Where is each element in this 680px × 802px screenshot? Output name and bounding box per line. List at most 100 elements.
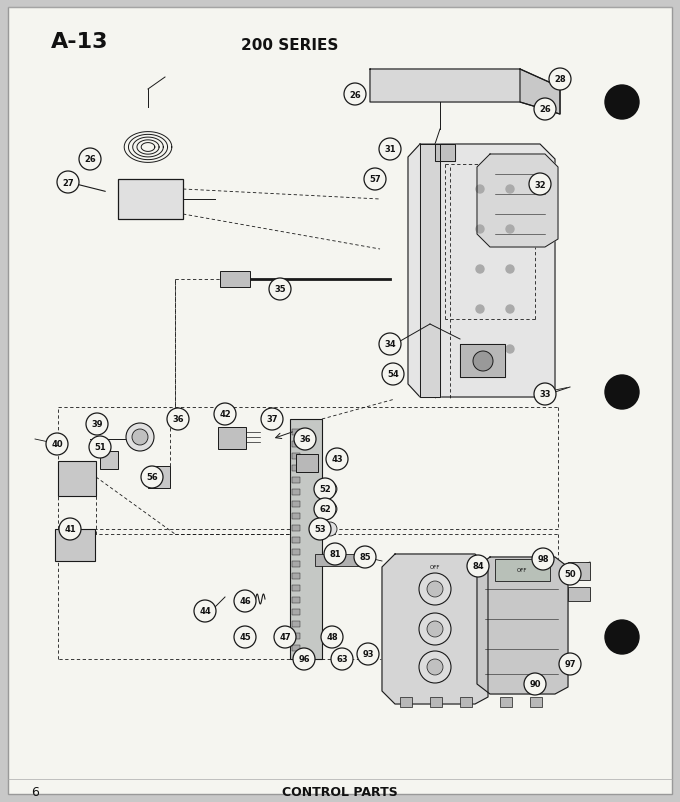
Circle shape [506, 306, 514, 314]
Text: 52: 52 [319, 485, 331, 494]
FancyBboxPatch shape [8, 8, 672, 794]
FancyBboxPatch shape [292, 597, 300, 603]
Circle shape [323, 482, 337, 496]
Text: 34: 34 [384, 340, 396, 349]
FancyBboxPatch shape [292, 465, 300, 472]
Circle shape [506, 186, 514, 194]
Circle shape [379, 139, 401, 160]
Circle shape [79, 149, 101, 171]
Circle shape [294, 428, 316, 451]
FancyBboxPatch shape [400, 697, 412, 707]
FancyBboxPatch shape [292, 645, 300, 651]
FancyBboxPatch shape [460, 697, 472, 707]
FancyBboxPatch shape [292, 441, 300, 448]
Circle shape [344, 84, 366, 106]
Circle shape [261, 408, 283, 431]
Circle shape [379, 334, 401, 355]
Circle shape [382, 363, 404, 386]
Circle shape [132, 429, 148, 445]
Text: 47: 47 [279, 633, 291, 642]
Circle shape [293, 648, 315, 670]
FancyBboxPatch shape [500, 697, 512, 707]
Text: 6: 6 [31, 785, 39, 799]
Circle shape [59, 518, 81, 541]
Text: 27: 27 [62, 178, 74, 187]
FancyBboxPatch shape [292, 525, 300, 532]
Text: 56: 56 [146, 473, 158, 482]
Circle shape [305, 435, 315, 444]
Circle shape [323, 522, 337, 537]
Circle shape [126, 423, 154, 452]
Circle shape [314, 498, 336, 520]
Circle shape [419, 651, 451, 683]
Polygon shape [420, 145, 440, 398]
Circle shape [476, 265, 484, 273]
Circle shape [529, 174, 551, 196]
Circle shape [309, 518, 331, 541]
Circle shape [357, 643, 379, 665]
Text: 26: 26 [349, 91, 361, 99]
Circle shape [427, 581, 443, 597]
Text: CONTROL PARTS: CONTROL PARTS [282, 785, 398, 799]
Text: 36: 36 [299, 435, 311, 444]
Text: 84: 84 [472, 561, 483, 571]
FancyBboxPatch shape [292, 489, 300, 496]
Circle shape [326, 448, 348, 471]
Text: 50: 50 [564, 569, 576, 579]
FancyBboxPatch shape [292, 622, 300, 627]
Circle shape [167, 408, 189, 431]
Text: 96: 96 [299, 654, 310, 664]
Circle shape [419, 614, 451, 645]
Circle shape [534, 383, 556, 406]
FancyBboxPatch shape [292, 573, 300, 579]
FancyBboxPatch shape [118, 180, 183, 220]
Polygon shape [460, 345, 505, 378]
Text: 37: 37 [267, 415, 277, 424]
Text: 33: 33 [539, 390, 551, 399]
Circle shape [354, 546, 376, 569]
Circle shape [476, 346, 484, 354]
Polygon shape [370, 70, 560, 115]
Polygon shape [408, 145, 555, 398]
Polygon shape [382, 554, 488, 704]
Text: 43: 43 [331, 455, 343, 464]
Circle shape [214, 403, 236, 426]
Circle shape [321, 626, 343, 648]
Text: 44: 44 [199, 607, 211, 616]
Circle shape [467, 555, 489, 577]
Circle shape [476, 225, 484, 233]
Circle shape [89, 436, 111, 459]
Text: 26: 26 [84, 156, 96, 164]
FancyBboxPatch shape [292, 501, 300, 508]
Circle shape [234, 590, 256, 612]
Text: 81: 81 [329, 550, 341, 559]
FancyBboxPatch shape [292, 549, 300, 555]
Text: 41: 41 [64, 525, 76, 534]
Text: 62: 62 [319, 505, 331, 514]
Text: 85: 85 [359, 553, 371, 561]
Text: 48: 48 [326, 633, 338, 642]
Circle shape [314, 479, 336, 500]
Circle shape [476, 186, 484, 194]
FancyBboxPatch shape [290, 419, 322, 659]
Text: 40: 40 [51, 440, 63, 449]
Circle shape [274, 626, 296, 648]
FancyBboxPatch shape [148, 467, 170, 488]
FancyBboxPatch shape [568, 587, 590, 602]
FancyBboxPatch shape [430, 697, 442, 707]
Text: 39: 39 [91, 420, 103, 429]
Circle shape [427, 659, 443, 675]
Circle shape [605, 375, 639, 410]
Circle shape [506, 265, 514, 273]
Circle shape [605, 620, 639, 654]
Circle shape [419, 573, 451, 606]
FancyBboxPatch shape [296, 455, 318, 472]
Text: A-13: A-13 [51, 32, 109, 52]
Circle shape [46, 433, 68, 456]
FancyBboxPatch shape [58, 461, 96, 496]
Text: 28: 28 [554, 75, 566, 84]
Circle shape [506, 225, 514, 233]
Polygon shape [477, 557, 568, 695]
Circle shape [194, 600, 216, 622]
FancyBboxPatch shape [292, 610, 300, 615]
